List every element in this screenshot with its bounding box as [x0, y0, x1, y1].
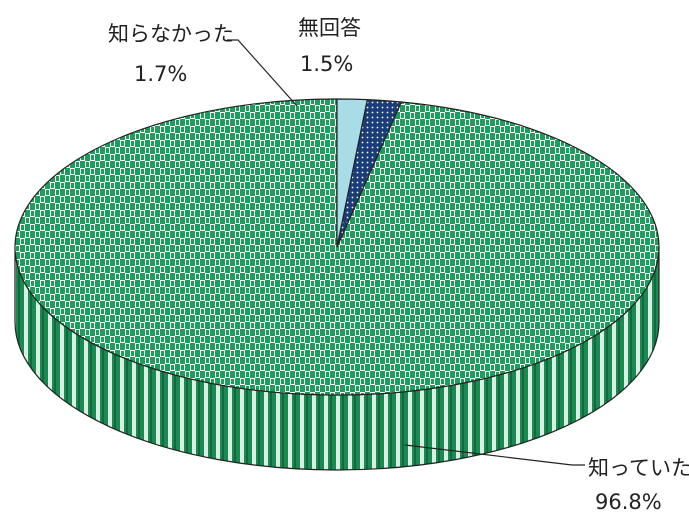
label-known-name: 知っていた	[588, 456, 689, 480]
label-unknown-name: 知らなかった	[108, 22, 234, 46]
label-known-percent: 96.8%	[595, 490, 662, 514]
label-no-answer-percent: 1.5%	[300, 52, 354, 76]
leader-line-known	[404, 444, 585, 466]
label-no-answer-name: 無回答	[298, 16, 361, 40]
pie-slice-no-answer	[336, 98, 369, 248]
leader-line-unknown	[227, 39, 298, 107]
label-unknown-percent: 1.7%	[134, 62, 188, 86]
